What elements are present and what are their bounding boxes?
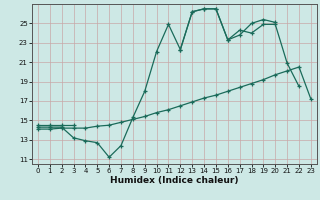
X-axis label: Humidex (Indice chaleur): Humidex (Indice chaleur) [110, 176, 239, 185]
